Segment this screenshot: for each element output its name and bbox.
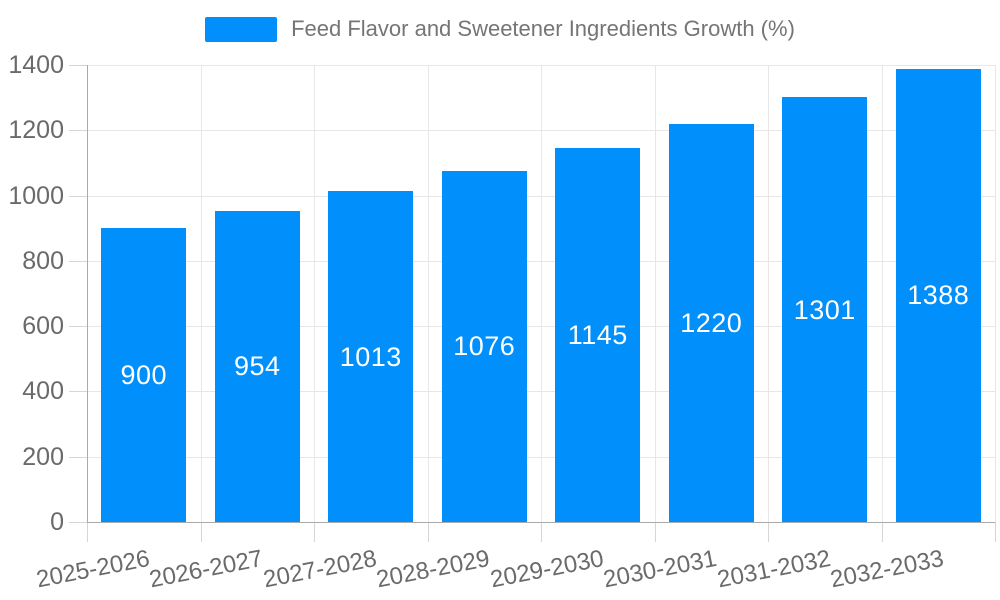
bar (555, 148, 641, 522)
x-tick-label: 2032-2033 (828, 545, 947, 594)
bar (441, 170, 527, 522)
y-tick-label: 1000 (8, 181, 64, 210)
y-tick-label: 1400 (8, 51, 64, 79)
x-tick-label: 2025-2026 (34, 545, 152, 594)
y-axis-line (87, 65, 88, 522)
x-gridline (541, 65, 542, 522)
legend-swatch-icon (205, 16, 278, 42)
y-tick-label: 800 (22, 246, 64, 275)
x-gridline (881, 65, 883, 522)
x-gridline (200, 65, 202, 522)
y-axis-tick (69, 456, 87, 458)
y-tick-label: 1200 (8, 116, 64, 145)
bar-value-label: 1388 (907, 280, 970, 311)
y-axis-tick (69, 195, 87, 197)
x-gridline (995, 65, 996, 522)
bar-value-label: 1301 (793, 294, 856, 325)
bar-value-label: 1076 (453, 331, 516, 362)
x-axis-line (87, 522, 995, 523)
bar (895, 68, 981, 522)
y-tick-label: 600 (22, 312, 64, 341)
y-axis-tick (69, 391, 87, 393)
x-axis-tick (314, 522, 315, 542)
x-axis-tick (881, 522, 883, 542)
x-axis-tick (541, 522, 542, 542)
y-axis-tick (69, 130, 87, 132)
x-axis-tick (200, 522, 202, 542)
bar (328, 191, 414, 522)
x-tick-label: 2030-2031 (601, 545, 720, 594)
x-axis-tick (427, 522, 429, 542)
legend-label: Feed Flavor and Sweetener Ingredients Gr… (291, 16, 795, 41)
bar (101, 228, 187, 522)
x-tick-label: 2029-2030 (488, 545, 606, 594)
bar-value-label: 1013 (339, 341, 402, 372)
y-tick-label: 400 (22, 377, 64, 406)
x-tick-label: 2027-2028 (261, 545, 379, 594)
y-axis-tick (69, 522, 87, 523)
bar-value-label: 900 (120, 360, 168, 391)
x-tick-label: 2026-2027 (147, 545, 266, 594)
x-gridline (427, 65, 429, 522)
y-tick-label: 0 (50, 508, 64, 536)
x-gridline (654, 65, 656, 522)
y-tick-label: 200 (22, 442, 64, 471)
chart-legend: Feed Flavor and Sweetener Ingredients Gr… (0, 16, 1000, 42)
legend-item[interactable]: Feed Flavor and Sweetener Ingredients Gr… (205, 16, 795, 42)
x-tick-label: 2028-2029 (374, 545, 493, 594)
bar (668, 123, 754, 522)
x-axis-tick (87, 522, 88, 542)
y-axis-tick (69, 326, 87, 328)
x-gridline (768, 65, 769, 522)
bar-value-label: 954 (233, 351, 281, 382)
x-axis-tick (654, 522, 656, 542)
bar-value-label: 1145 (567, 320, 628, 351)
y-axis-tick (69, 65, 87, 66)
x-axis-tick (995, 522, 996, 542)
x-axis-tick (768, 522, 769, 542)
bar (214, 210, 300, 522)
bar (782, 97, 868, 522)
bar-value-label: 1220 (680, 307, 743, 338)
x-gridline (314, 65, 315, 522)
y-axis-tick (69, 260, 87, 262)
x-tick-label: 2031-2032 (715, 545, 833, 594)
